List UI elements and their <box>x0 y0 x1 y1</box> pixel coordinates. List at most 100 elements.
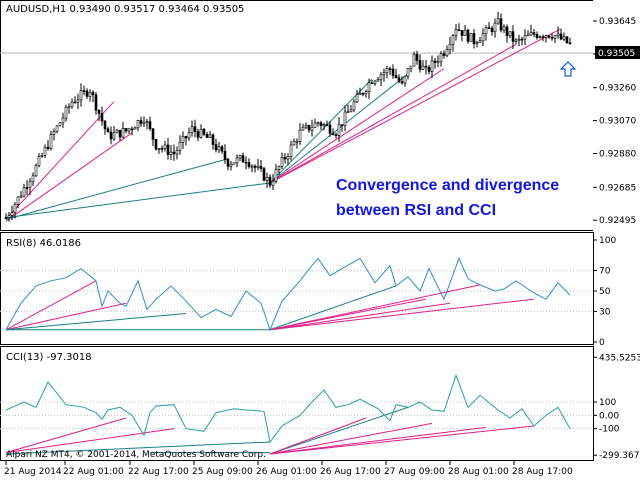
candle <box>418 54 422 73</box>
candle <box>439 51 443 67</box>
price-title: AUDUSD,H1 0.93490 0.93517 0.93464 0.9350… <box>6 4 244 15</box>
candle <box>301 123 305 131</box>
candle <box>511 25 515 50</box>
price-axis-area <box>593 0 640 480</box>
rsi-title: RSI(8) 46.0186 <box>6 238 81 249</box>
price-tick-label: 0.93070 <box>599 117 636 127</box>
candle <box>184 135 188 146</box>
candle <box>520 36 524 46</box>
candle <box>283 153 287 164</box>
candle <box>292 138 296 146</box>
candle <box>442 50 446 59</box>
candle <box>361 92 365 97</box>
cci-trendline <box>5 428 175 454</box>
candle <box>190 120 194 137</box>
candle <box>244 156 248 170</box>
price-tick-label: 0.92880 <box>599 150 636 160</box>
candle <box>82 85 86 96</box>
time-tick-label: 27 Aug 09:00 <box>384 467 445 477</box>
candle <box>46 139 50 151</box>
price-trendline <box>5 101 115 220</box>
candle <box>415 50 419 65</box>
candle <box>193 119 197 138</box>
candle <box>10 205 14 221</box>
time-tick-label: 28 Aug 01:00 <box>448 467 509 477</box>
candle <box>121 121 125 139</box>
candle <box>97 109 101 122</box>
candle <box>64 104 68 122</box>
price-trendline <box>5 158 229 220</box>
candle <box>550 32 554 41</box>
candle <box>406 68 410 80</box>
candle <box>205 131 209 138</box>
rsi-trendline <box>269 285 397 331</box>
candle <box>238 154 242 162</box>
rsi-panel: 100 70 50 30 0 RSI(8) 46.0186 <box>0 232 616 348</box>
rsi-axis: 100 70 50 30 0 <box>593 236 616 348</box>
candle <box>478 36 482 44</box>
candle <box>217 142 221 154</box>
candle <box>220 145 224 154</box>
candle <box>514 38 518 45</box>
price-candles <box>4 11 572 222</box>
candle <box>289 140 293 161</box>
time-tick-label: 22 Aug 17:00 <box>128 467 189 477</box>
candle <box>490 25 494 36</box>
candle <box>73 96 77 104</box>
candle <box>13 202 17 219</box>
candle <box>127 128 131 134</box>
cci-axis: 435.5253 100 0.00 -100 -299.3676 <box>593 353 640 461</box>
candle <box>262 166 266 182</box>
cci-panel: 435.5253 100 0.00 -100 -299.3676 CCI(13) -97… <box>0 346 640 461</box>
price-trendline <box>269 43 517 184</box>
candle <box>298 122 302 145</box>
candle <box>88 89 92 102</box>
time-tick-label: 22 Aug 01:00 <box>63 467 124 477</box>
price-trendline <box>269 28 562 184</box>
price-tick-label: 0.93260 <box>599 84 636 94</box>
candle <box>376 77 380 82</box>
candle <box>388 66 392 76</box>
candle <box>379 72 383 86</box>
candle <box>43 144 47 159</box>
cci-tick-label: -100 <box>599 425 620 435</box>
rsi-trendline <box>5 312 187 331</box>
candle <box>559 28 563 41</box>
cci-tick-label: 0.00 <box>599 411 619 421</box>
cci-tick-label: 100 <box>599 398 616 408</box>
candle <box>325 120 329 126</box>
candle <box>316 121 320 127</box>
candle <box>178 135 182 155</box>
candle <box>112 126 116 141</box>
candle <box>265 172 269 188</box>
candle <box>349 105 353 113</box>
candle <box>493 18 497 38</box>
candle <box>223 144 227 164</box>
candle <box>76 93 80 109</box>
price-trendline <box>5 182 271 219</box>
rsi-tick-label: 30 <box>599 307 611 317</box>
candle <box>385 65 389 79</box>
candle <box>22 183 26 198</box>
candle <box>457 23 461 32</box>
cci-series-line <box>5 373 571 444</box>
price-tick-label: 0.92495 <box>599 216 636 226</box>
candle <box>280 152 284 170</box>
candle <box>487 22 491 29</box>
rsi-tick-label: 0 <box>599 338 605 348</box>
candle <box>340 124 344 132</box>
candle <box>154 138 158 151</box>
candle <box>430 55 434 79</box>
candle <box>208 130 212 138</box>
current-price-tag <box>595 46 640 59</box>
candle <box>196 128 200 142</box>
candle <box>556 26 560 39</box>
candle <box>70 98 74 109</box>
candle <box>169 145 173 160</box>
candle <box>31 172 35 186</box>
candle <box>307 124 311 133</box>
candle <box>496 11 500 25</box>
candle <box>172 144 176 161</box>
candle <box>337 117 341 143</box>
